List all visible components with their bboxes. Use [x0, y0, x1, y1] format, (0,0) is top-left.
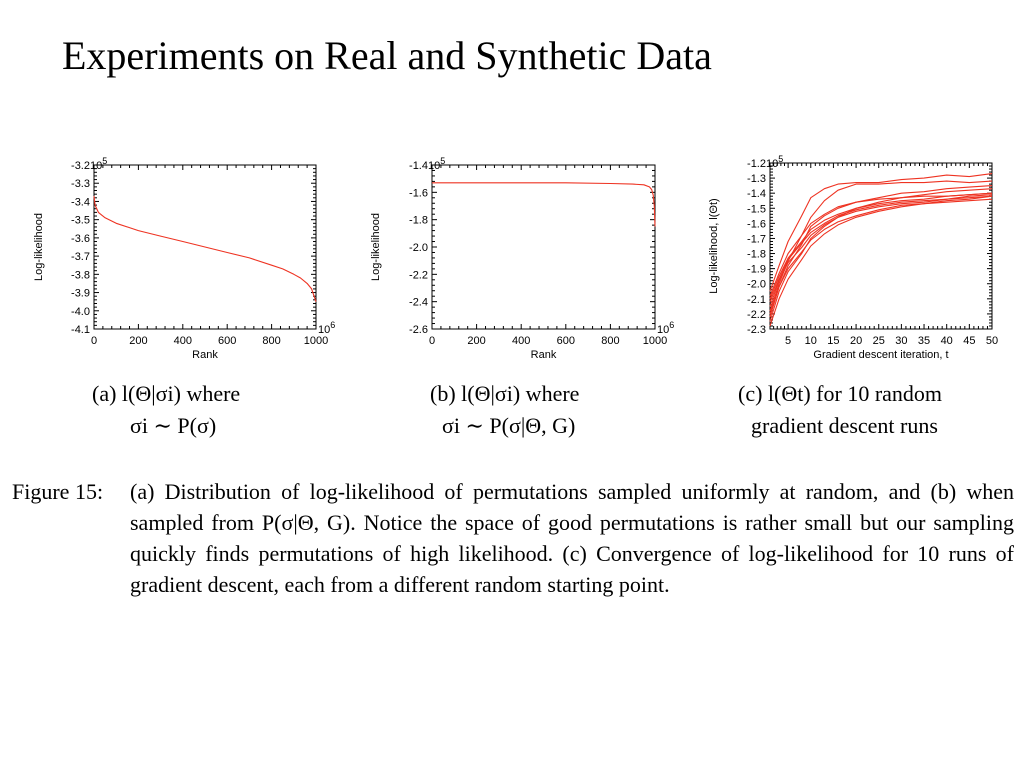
series-line-10 — [769, 194, 993, 303]
caption-c: (c) l(Θt) for 10 random gradient descent… — [738, 378, 942, 442]
y-tick-label: -1.4 — [409, 160, 428, 172]
slide-title: Experiments on Real and Synthetic Data — [62, 33, 712, 78]
y-tick-label: -1.8 — [409, 215, 428, 227]
x-tick-label: 50 — [986, 335, 998, 347]
series-line-1 — [769, 173, 993, 292]
caption-b: (b) l(Θ|σi) where σi ∼ P(σ|Θ, G) — [430, 378, 579, 442]
x-axis-label: Rank — [531, 349, 557, 361]
chart-a: -3.2 -3.3 -3.4 -3.5 -3.6 -3.7 -3.8 -3.9 -4.0 -4.1… — [33, 156, 335, 361]
y-tick-label: -3.8 — [71, 269, 90, 281]
x-tick-label: 600 — [557, 335, 575, 347]
y-tick-label: -1.8 — [747, 249, 766, 261]
y-tick-label: -3.2 — [71, 160, 90, 172]
x-tick-label: 35 — [918, 335, 930, 347]
x-tick-label: 25 — [873, 335, 885, 347]
series-line-8 — [769, 192, 993, 297]
series-line-9 — [769, 195, 993, 315]
y-tick-label: -3.6 — [71, 233, 90, 245]
chart-c: -1.2 -1.3 -1.4 -1.5 -1.6 -1.7 -1.8 -1.9 -2.0 -2.1… — [708, 154, 998, 361]
y-tick-label: -3.3 — [71, 178, 90, 190]
y-tick-label: -1.7 — [747, 233, 766, 245]
x-tick-label: 600 — [218, 335, 236, 347]
figure-caption: (a) Distribution of log-likelihood of pe… — [130, 479, 1014, 597]
x-tick-label: 5 — [785, 335, 791, 347]
x-tick-label: 40 — [941, 335, 953, 347]
x-tick-label: 0 — [91, 335, 97, 347]
y-tick-label: -2.2 — [409, 269, 428, 281]
x-tick-label: 400 — [174, 335, 192, 347]
caption-a-line1: (a) l(Θ|σi) where — [92, 381, 241, 406]
y-tick-label: -3.7 — [71, 251, 90, 263]
series-line-1 — [93, 195, 317, 302]
y-axis-label: Log-likelihood — [33, 213, 45, 281]
x-tick-label: 10 — [805, 335, 817, 347]
y-tick-label: -2.2 — [747, 309, 766, 321]
caption-c-line2: gradient descent runs — [751, 413, 938, 438]
caption-a: (a) l(Θ|σi) where σi ∼ P(σ) — [92, 378, 240, 442]
x-tick-label: 200 — [467, 335, 485, 347]
series-line-3 — [769, 185, 993, 318]
y-tick-label: -2.6 — [409, 324, 428, 336]
x-tick-label: 1000 — [304, 335, 328, 347]
x-tick-label: 30 — [895, 335, 907, 347]
y-multiplier: 105 — [428, 156, 445, 172]
y-axis-label: Log-likelihood — [370, 213, 382, 281]
y-tick-label: -2.0 — [409, 242, 428, 254]
y-tick-label: -2.3 — [747, 324, 766, 336]
panel-c: -1.2 -1.3 -1.4 -1.5 -1.6 -1.7 -1.8 -1.9 -2.0 -2.1… — [703, 145, 1013, 375]
y-tick-label: -1.5 — [747, 203, 766, 215]
x-axis-label: Rank — [192, 349, 218, 361]
y-tick-label: -4.0 — [71, 306, 90, 318]
y-tick-label: -1.6 — [409, 187, 428, 199]
y-multiplier: 105 — [90, 156, 107, 172]
y-tick-label: -1.6 — [747, 218, 766, 230]
y-tick-label: -1.4 — [747, 188, 766, 200]
y-tick-label: -3.4 — [71, 196, 90, 208]
series-line-1 — [432, 182, 656, 227]
y-tick-label: -3.5 — [71, 215, 90, 227]
x-tick-label: 0 — [429, 335, 435, 347]
caption-c-line1: (c) l(Θt) for 10 random — [738, 381, 943, 406]
y-tick-label: -2.0 — [747, 279, 766, 291]
y-multiplier: 105 — [766, 154, 783, 170]
y-tick-label: -2.4 — [409, 297, 428, 309]
y-tick-label: -1.9 — [747, 264, 766, 276]
y-tick-label: -4.1 — [71, 324, 90, 336]
x-tick-label: 15 — [827, 335, 839, 347]
y-tick-label: -3.9 — [71, 288, 90, 300]
x-tick-label: 400 — [512, 335, 530, 347]
chart-b: -1.4 -1.6 -1.8 -2.0 -2.2 -2.4 -2.60 200 400 600 80… — [370, 156, 674, 361]
y-tick-label: -1.3 — [747, 173, 766, 185]
x-multiplier: 106 — [318, 320, 335, 336]
series-line-7 — [769, 198, 993, 327]
figure-label: Figure 15: — [12, 479, 104, 504]
plot-frame — [431, 164, 656, 330]
panel-b: -1.4 -1.6 -1.8 -2.0 -2.2 -2.4 -2.6 0 200 400 600 80… — [367, 145, 677, 375]
plot-frame — [769, 162, 993, 330]
caption-b-line1: (b) l(Θ|σi) where — [430, 381, 580, 406]
caption-b-line2: σi ∼ P(σ|Θ, G) — [442, 413, 576, 438]
series-line-4 — [769, 188, 993, 322]
x-tick-label: 1000 — [643, 335, 667, 347]
x-tick-label: 800 — [601, 335, 619, 347]
plot-frame — [93, 164, 317, 330]
x-tick-label: 45 — [963, 335, 975, 347]
x-multiplier: 106 — [657, 320, 674, 336]
y-axis-label: Log-likelihood, l(Θt) — [708, 198, 720, 293]
x-tick-label: 800 — [262, 335, 280, 347]
x-tick-label: 200 — [129, 335, 147, 347]
panel-a: -3.2 -3.3 -3.4 -3.5 -3.6 -3.7 -3.8 -3.9 -4.0 -4.1… — [30, 145, 340, 375]
x-axis-label: Gradient descent iteration, t — [813, 349, 948, 361]
y-tick-label: -1.2 — [747, 158, 766, 170]
caption-a-line2: σi ∼ P(σ) — [130, 413, 217, 438]
y-tick-label: -2.1 — [747, 294, 766, 306]
x-tick-label: 20 — [850, 335, 862, 347]
